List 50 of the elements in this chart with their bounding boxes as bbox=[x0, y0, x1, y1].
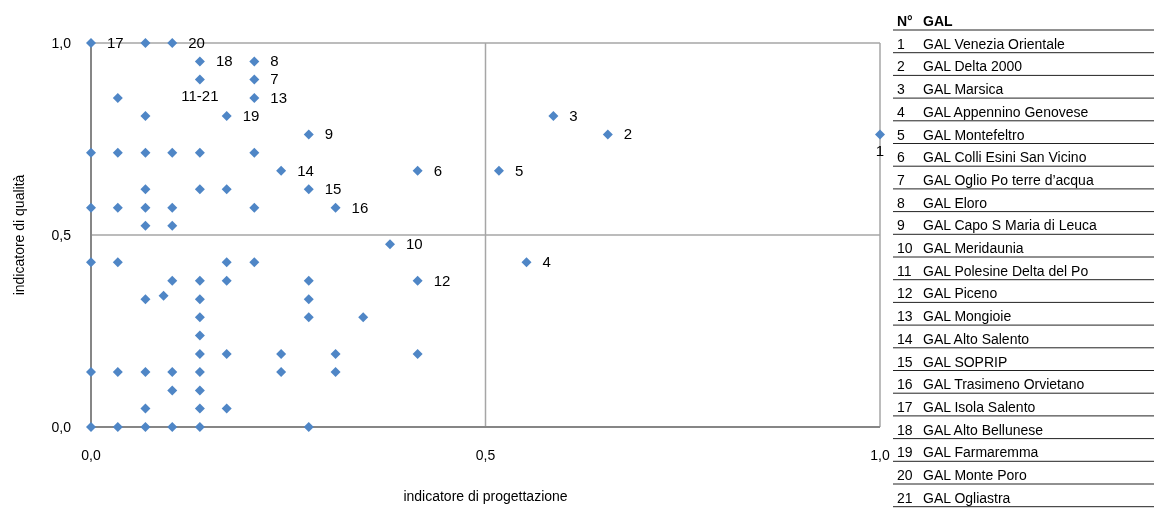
y-tick-label: 1,0 bbox=[51, 35, 72, 51]
annotation: 18 bbox=[215, 52, 233, 70]
text: 1 GAL Venezia Orientale bbox=[897, 35, 1065, 52]
annotation: 14 bbox=[297, 161, 314, 179]
text: 21 GAL Ogliastra bbox=[897, 489, 1011, 506]
annotation: 6 bbox=[433, 161, 442, 179]
text: 9 GAL Capo S Maria di Leuca bbox=[897, 217, 1097, 234]
text: 8 GAL Eloro bbox=[897, 194, 988, 211]
x-tick-label: 0,5 bbox=[475, 447, 496, 463]
annotation: 16 bbox=[351, 198, 369, 216]
text: 4 GAL Appennino Genovese bbox=[897, 103, 1089, 120]
annotation: 1 bbox=[875, 142, 885, 160]
annotation: 8 bbox=[270, 52, 279, 70]
text: 17 GAL Isola Salento bbox=[897, 398, 1036, 415]
y-axis-title: indicatore di qualità bbox=[11, 174, 27, 296]
annotation: 10 bbox=[406, 235, 423, 253]
text: 7 GAL Oglio Po terre d’acqua bbox=[897, 171, 1094, 188]
text: 11 GAL Polesine Delta del Po bbox=[897, 262, 1089, 279]
x-tick-label: 0,0 bbox=[81, 447, 101, 463]
annotation: 13 bbox=[270, 88, 288, 106]
annotation: 2 bbox=[623, 125, 633, 143]
x-axis-title: indicatore di progettazione bbox=[403, 488, 568, 504]
text: 18 GAL Alto Bellunese bbox=[897, 421, 1044, 438]
annotation: 7 bbox=[270, 70, 279, 88]
annotation: 4 bbox=[542, 253, 551, 271]
x-tick-label: 1,0 bbox=[870, 447, 890, 463]
annotation: 9 bbox=[324, 125, 334, 143]
annotation: 20 bbox=[188, 34, 205, 51]
text: 5 GAL Montefeltro bbox=[897, 126, 1025, 143]
text: 16 GAL Trasimeno Orvietano bbox=[897, 376, 1085, 393]
annotation: 11-21 bbox=[181, 87, 219, 105]
text: 6 GAL Colli Esini San Vicino bbox=[897, 149, 1087, 166]
annotation: 17 bbox=[107, 34, 124, 51]
y-tick-label: 0,5 bbox=[51, 227, 72, 243]
text: 15 GAL SOPRIP bbox=[897, 353, 1008, 370]
text: 14 GAL Alto Salento bbox=[897, 330, 1030, 347]
y-tick-label: 0,0 bbox=[51, 419, 72, 435]
text: 12 GAL Piceno bbox=[897, 285, 998, 302]
text: N° GAL bbox=[897, 13, 953, 29]
text: 3 GAL Marsica bbox=[897, 81, 1004, 98]
text: 20 GAL Monte Poro bbox=[897, 467, 1027, 483]
annotation: 15 bbox=[324, 180, 342, 198]
text: 19 GAL Farmaremma bbox=[897, 444, 1039, 461]
text: 13 GAL Mongioie bbox=[897, 308, 1012, 325]
annotation: 5 bbox=[514, 161, 524, 179]
text: 10 GAL Meridaunia bbox=[897, 240, 1024, 256]
text: 2 GAL Delta 2000 bbox=[897, 58, 1023, 75]
annotation: 3 bbox=[569, 106, 578, 124]
annotation: 19 bbox=[242, 106, 260, 124]
annotation: 12 bbox=[433, 271, 451, 289]
